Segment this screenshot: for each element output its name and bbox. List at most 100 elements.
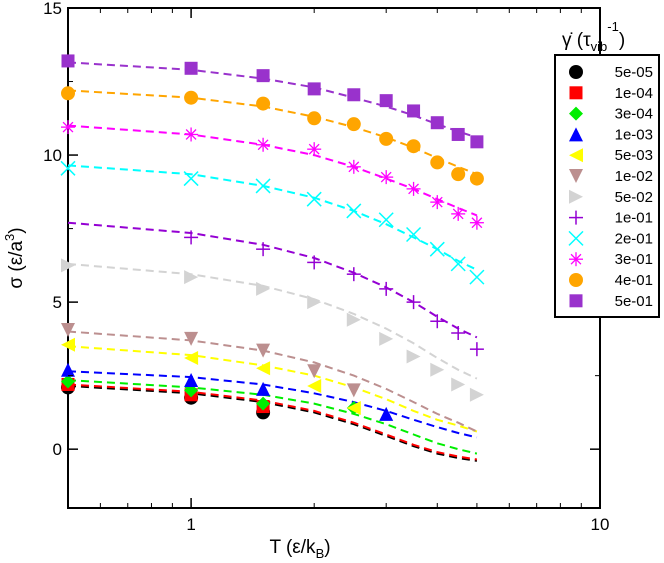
data-point [347,88,361,102]
data-point [184,373,199,388]
data-markers [60,54,485,421]
fit-line-5e-02 [67,262,478,380]
legend-entry: 2e-01 [568,230,653,247]
data-point [451,127,465,141]
data-point [451,206,466,221]
legend-label: 1e-02 [615,168,653,185]
x-axis-title: T (ε/kB) [269,537,330,561]
data-point [346,117,361,132]
legend-label: 2e-01 [615,230,653,247]
data-point [307,378,322,393]
data-point [430,155,445,170]
data-point [61,120,75,135]
plot-frame [67,7,601,509]
legend-label: 1e-01 [615,210,653,227]
legend-entry: 1e-03 [569,126,653,143]
data-point [379,281,394,296]
fit-line-2e-01 [67,164,478,271]
legend-entry: 1e-04 [569,85,653,102]
data-point [346,383,361,398]
data-point [256,69,270,83]
legend-entry: 5e-05 [569,64,653,81]
data-point [451,326,466,340]
legend-marker [569,86,583,100]
fit-line-1e-04 [67,383,478,461]
data-point [307,82,321,96]
data-point [306,191,322,207]
data-point [184,270,199,285]
data-point [469,269,485,285]
legend-marker [569,106,583,121]
fit-line-3e-01 [67,124,478,217]
data-point [379,331,394,346]
data-point [307,255,322,270]
data-point [256,381,271,396]
legend-entry: 3e-04 [569,106,653,123]
data-point [256,361,271,376]
legend-marker [569,65,583,79]
data-point [60,160,76,176]
data-point [256,242,271,257]
data-point [183,171,199,187]
data-point [430,116,444,130]
y-tick-label: 10 [43,146,62,165]
data-point [379,170,394,185]
data-point [469,342,484,357]
data-point [307,295,322,310]
data-point [451,167,466,182]
data-point [184,90,199,105]
data-point [184,230,199,245]
data-point [256,137,271,152]
data-point [256,396,271,411]
fit-line-5e-03 [67,345,478,433]
legend-label: 3e-04 [615,106,653,123]
legend-label: 1e-03 [615,126,653,143]
fit-curves [67,61,478,462]
legend: γ̇ (τvib-1) 5e-05 1e-04 3e-04 1e-03 5e-03 1e-… [554,19,660,318]
legend-marker [569,294,583,308]
data-point [407,104,421,118]
data-point [379,94,393,108]
data-point [379,131,394,146]
data-point [307,142,322,157]
data-point [406,226,422,243]
data-point [61,337,75,352]
data-point [184,351,199,365]
data-point [61,323,75,338]
data-point [406,295,421,310]
data-point [346,203,362,219]
legend-entry: 5e-02 [569,189,653,206]
data-point [406,181,421,196]
data-point [346,401,361,415]
legend-marker [569,127,583,142]
data-point [430,362,445,377]
data-point [430,195,445,210]
y-axis-title: σ (ε/a3) [2,227,27,288]
y-tick-label: 0 [53,440,62,459]
data-point [307,111,322,126]
legend-label: 5e-03 [615,147,653,164]
legend-entry: 5e-03 [569,147,653,164]
data-point [307,364,322,379]
data-point [346,267,361,282]
legend-entry: 5e-01 [569,293,653,310]
data-point [406,349,421,364]
data-point [450,256,466,272]
data-point [184,61,198,75]
data-point [61,54,75,68]
legend-label: 5e-01 [615,293,653,310]
data-point [61,258,75,273]
legend-entry: 4e-01 [569,272,653,289]
data-point [256,343,271,358]
data-point [469,171,484,186]
fit-line-5e-05 [67,384,478,462]
data-point [346,159,361,174]
legend-marker [568,230,584,246]
fit-line-1e-02 [67,330,478,433]
fit-line-1e-01 [67,221,478,339]
data-point [346,312,361,327]
legend-label: 5e-02 [615,189,653,206]
data-point [378,212,394,228]
y-tick-label: 5 [53,293,62,312]
